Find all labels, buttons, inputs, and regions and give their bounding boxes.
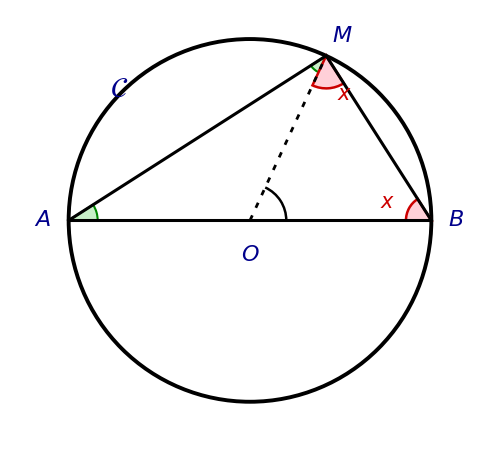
Wedge shape	[311, 56, 326, 72]
Text: $A$: $A$	[34, 209, 50, 231]
Text: $B$: $B$	[448, 209, 464, 231]
Text: $x$: $x$	[380, 193, 395, 212]
Text: $\mathcal{C}$: $\mathcal{C}$	[110, 76, 128, 103]
Wedge shape	[406, 199, 431, 220]
Wedge shape	[312, 56, 344, 88]
Text: $M$: $M$	[332, 25, 352, 47]
Text: $O$: $O$	[240, 244, 260, 266]
Wedge shape	[68, 205, 98, 220]
Text: $x$: $x$	[337, 85, 352, 104]
